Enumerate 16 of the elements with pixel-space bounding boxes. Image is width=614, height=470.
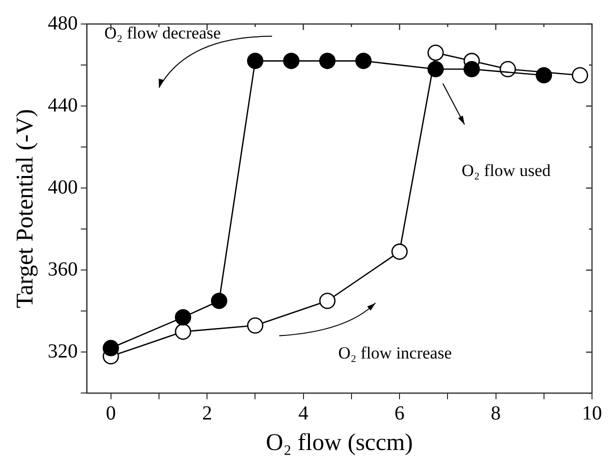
y-tick-label: 320 [48,340,78,362]
x-tick-label: 0 [106,402,116,424]
annotation: O₂ flow used [462,161,552,180]
y-tick-label: 360 [48,258,78,280]
x-tick-label: 8 [490,402,501,424]
x-tick-label: 2 [202,402,212,424]
x-tick-label: 10 [582,402,602,424]
x-axis-title: O₂ flow (sccm) [266,430,413,456]
x-tick-label: 6 [394,402,405,424]
annotation: O₂ flow decrease [104,24,221,43]
y-tick-label: 480 [48,12,78,34]
annotation: O₂ flow increase [338,343,452,362]
y-tick-label: 400 [48,176,78,198]
y-axis-title: Target Potential (-V) [12,109,39,308]
y-tick-label: 440 [48,94,78,116]
x-tick-label: 4 [298,402,308,424]
